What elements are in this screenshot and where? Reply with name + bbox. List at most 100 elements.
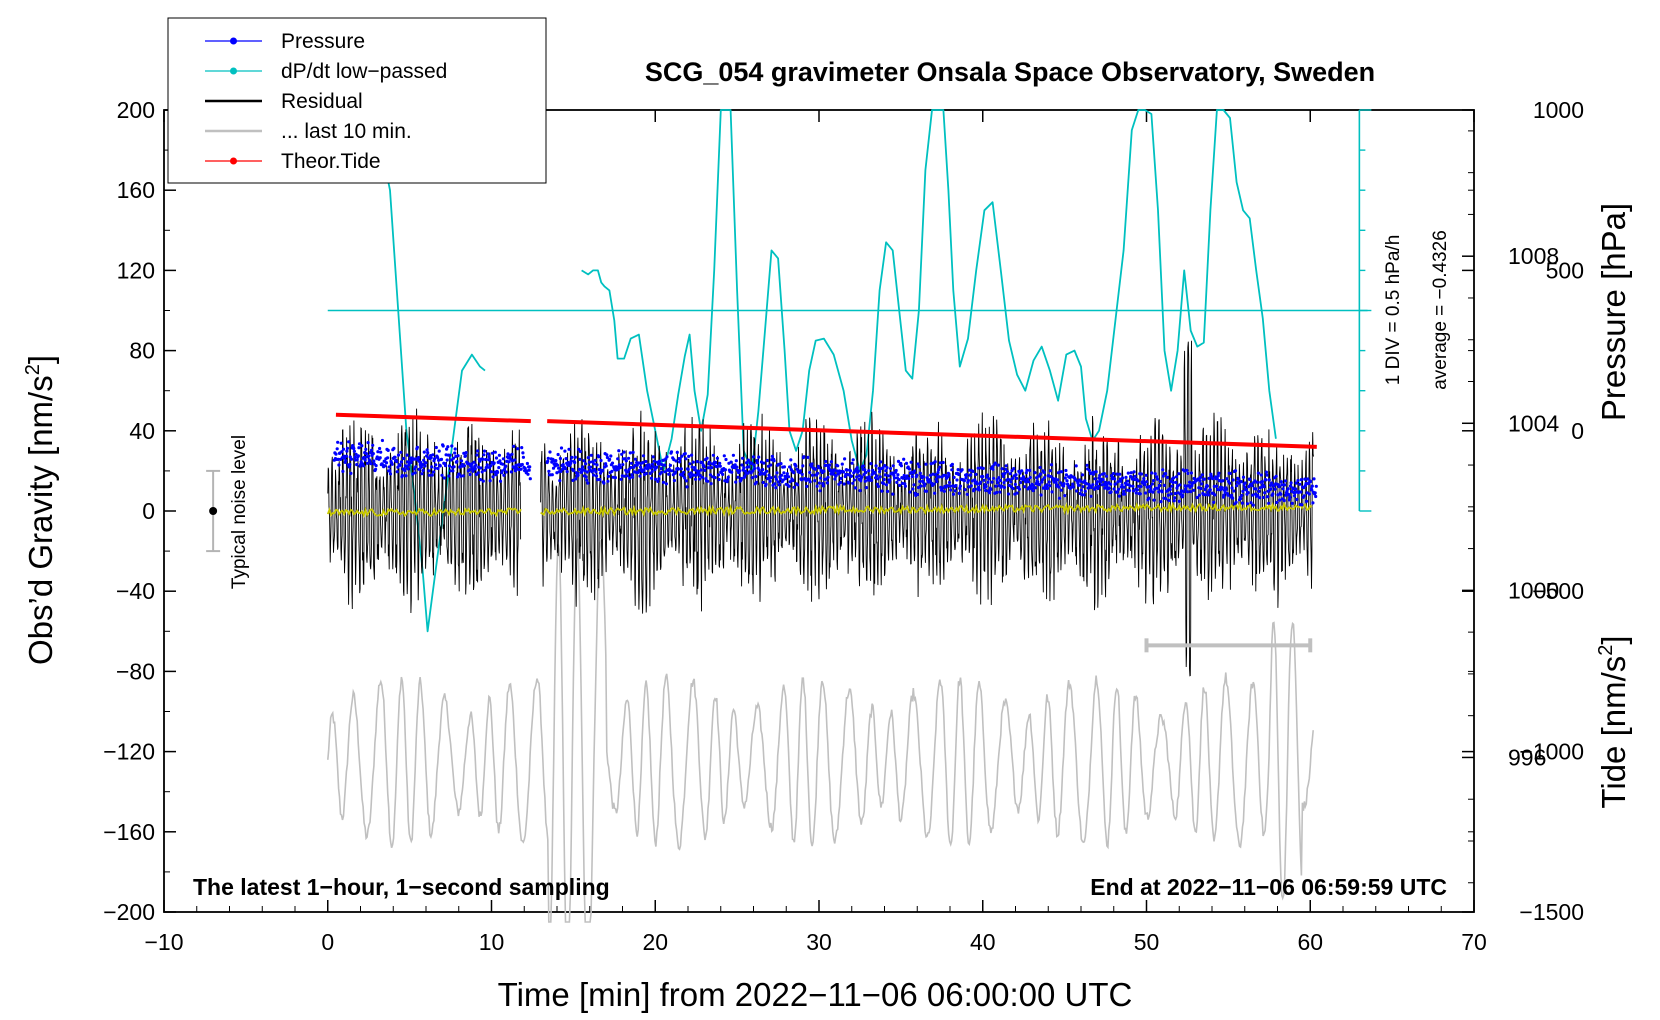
pressure-point [1258,496,1262,500]
pressure-point [1006,492,1011,496]
pressure-point [581,465,585,469]
pressure-point [674,470,678,474]
legend-marker [230,157,237,165]
legend-marker [230,37,237,45]
pressure-point [520,446,524,450]
pressure-point [602,481,606,485]
pressure-point [840,462,844,466]
pressure-point [1197,493,1201,497]
pressure-point [431,453,435,457]
pressure-point [1154,486,1158,490]
pressure-point [468,468,472,472]
pressure-point [491,475,495,479]
pressure-point [484,457,488,462]
pressure-point [1020,469,1024,473]
pressure-point [1074,464,1078,468]
pressure-point [721,472,725,476]
pressure-point [798,469,803,473]
pressure-point [627,456,631,460]
pressure-point [423,464,427,468]
pressure-point [993,461,998,465]
pressure-point [1015,476,1019,480]
pressure-point [451,456,456,460]
pressure-point [934,473,938,477]
pressure-point [1123,492,1127,496]
pressure-point [1282,498,1286,503]
pressure-point [1156,477,1160,481]
pressure-point [565,470,569,474]
pressure-point [973,478,977,482]
pressure-point [441,444,445,448]
pressure-point [376,450,380,454]
pressure-point [751,455,756,459]
pressure-point [1142,477,1146,481]
pressure-point [1168,488,1172,492]
pressure-point [1310,488,1314,492]
pressure-point [1231,478,1235,482]
pressure-point [1216,474,1220,478]
pressure-point [909,460,913,464]
pressure-point [606,474,611,478]
pressure-point [363,458,367,462]
y-axis-title-tide: Tide [nm/s2] [1595,635,1632,808]
pressure-point [349,471,353,475]
pressure-point [371,443,375,447]
pressure-point [986,480,990,484]
pressure-point [525,461,530,466]
pressure-point [972,487,976,491]
pressure-point [652,459,656,463]
pressure-point [443,464,448,468]
pressure-point [888,466,893,471]
pressure-point [740,463,744,467]
pressure-point [1204,493,1208,497]
pressure-point [816,471,820,475]
pressure-point [726,475,730,479]
legend-entries: Pressure dP/dt low−passed Residual ... last… [205,30,447,173]
pressure-point [489,470,493,474]
pressure-point [978,480,983,484]
residual-line-segment-1 [327,408,522,614]
pressure-point [1025,468,1029,472]
pressure-point [478,459,482,463]
pressure-point [674,459,678,463]
pressure-point [1001,474,1006,479]
pressure-point [957,472,961,477]
pressure-point [915,492,920,497]
pressure-point [734,480,738,484]
pressure-point [668,469,672,473]
pressure-point [754,480,759,484]
pressure-point [1057,496,1062,500]
pressure-point [810,473,815,477]
pressure-point [774,477,779,481]
pressure-point [876,484,881,489]
pressure-point [398,463,402,467]
pressure-point [1262,495,1266,499]
pressure-point [494,473,498,477]
pressure-point [356,454,360,458]
pressure-point [1198,479,1202,483]
pressure-point [1241,489,1245,493]
pressure-point [892,476,897,480]
pressure-point [393,455,397,459]
pressure-point [1019,480,1023,485]
pressure-point [817,466,821,470]
pressure-point [486,452,490,456]
tide-tick-label: −1000 [1519,739,1584,765]
pressure-point [882,477,886,482]
pressure-point [334,452,338,456]
pressure-point [957,491,961,495]
pressure-point [938,465,942,469]
pressure-point [762,461,766,465]
pressure-point [1159,500,1163,504]
pressure-point [825,481,830,485]
pressure-point [821,484,826,488]
pressure-point [344,459,348,463]
pressure-point [1208,488,1212,492]
pressure-point [1012,467,1016,471]
pressure-point [504,464,508,468]
pressure-point [1014,473,1018,477]
pressure-point [925,489,929,493]
pressure-point [994,484,998,488]
pressure-point [1027,480,1031,484]
pressure-point [707,460,712,464]
